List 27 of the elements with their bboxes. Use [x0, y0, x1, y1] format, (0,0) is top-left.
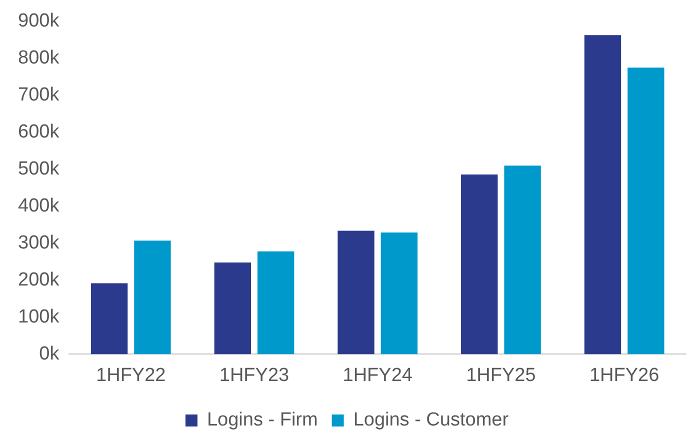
y-tick-label: 900k	[18, 10, 60, 32]
y-tick-label: 300k	[18, 232, 60, 254]
x-tick-label: 1HFY23	[219, 364, 290, 386]
bar	[628, 68, 664, 354]
bar	[90, 283, 128, 354]
bar	[504, 166, 541, 354]
y-tick-label: 100k	[18, 306, 60, 328]
x-tick-label: 1HFY25	[466, 364, 536, 386]
legend-label: Logins - Firm	[206, 410, 318, 431]
x-tick-label: 1HFY26	[589, 364, 660, 386]
legend-label: Logins - Customer	[353, 410, 510, 431]
bar	[338, 230, 374, 354]
bar	[134, 240, 171, 354]
x-tick-label: 1HFY24	[342, 364, 413, 386]
y-tick-label: 200k	[18, 269, 60, 290]
y-tick-label: 0k	[39, 343, 60, 364]
y-tick-label: 800k	[18, 48, 60, 69]
bar	[461, 174, 498, 354]
bar	[380, 232, 418, 354]
x-tick-label: 1HFY22	[96, 364, 166, 386]
y-tick-label: 500k	[18, 158, 60, 180]
y-tick-label: 700k	[18, 84, 60, 106]
y-tick-label: 600k	[18, 122, 60, 143]
bar	[257, 251, 294, 354]
y-tick-label: 400k	[18, 196, 60, 217]
bar	[214, 262, 252, 354]
bar	[584, 35, 622, 354]
